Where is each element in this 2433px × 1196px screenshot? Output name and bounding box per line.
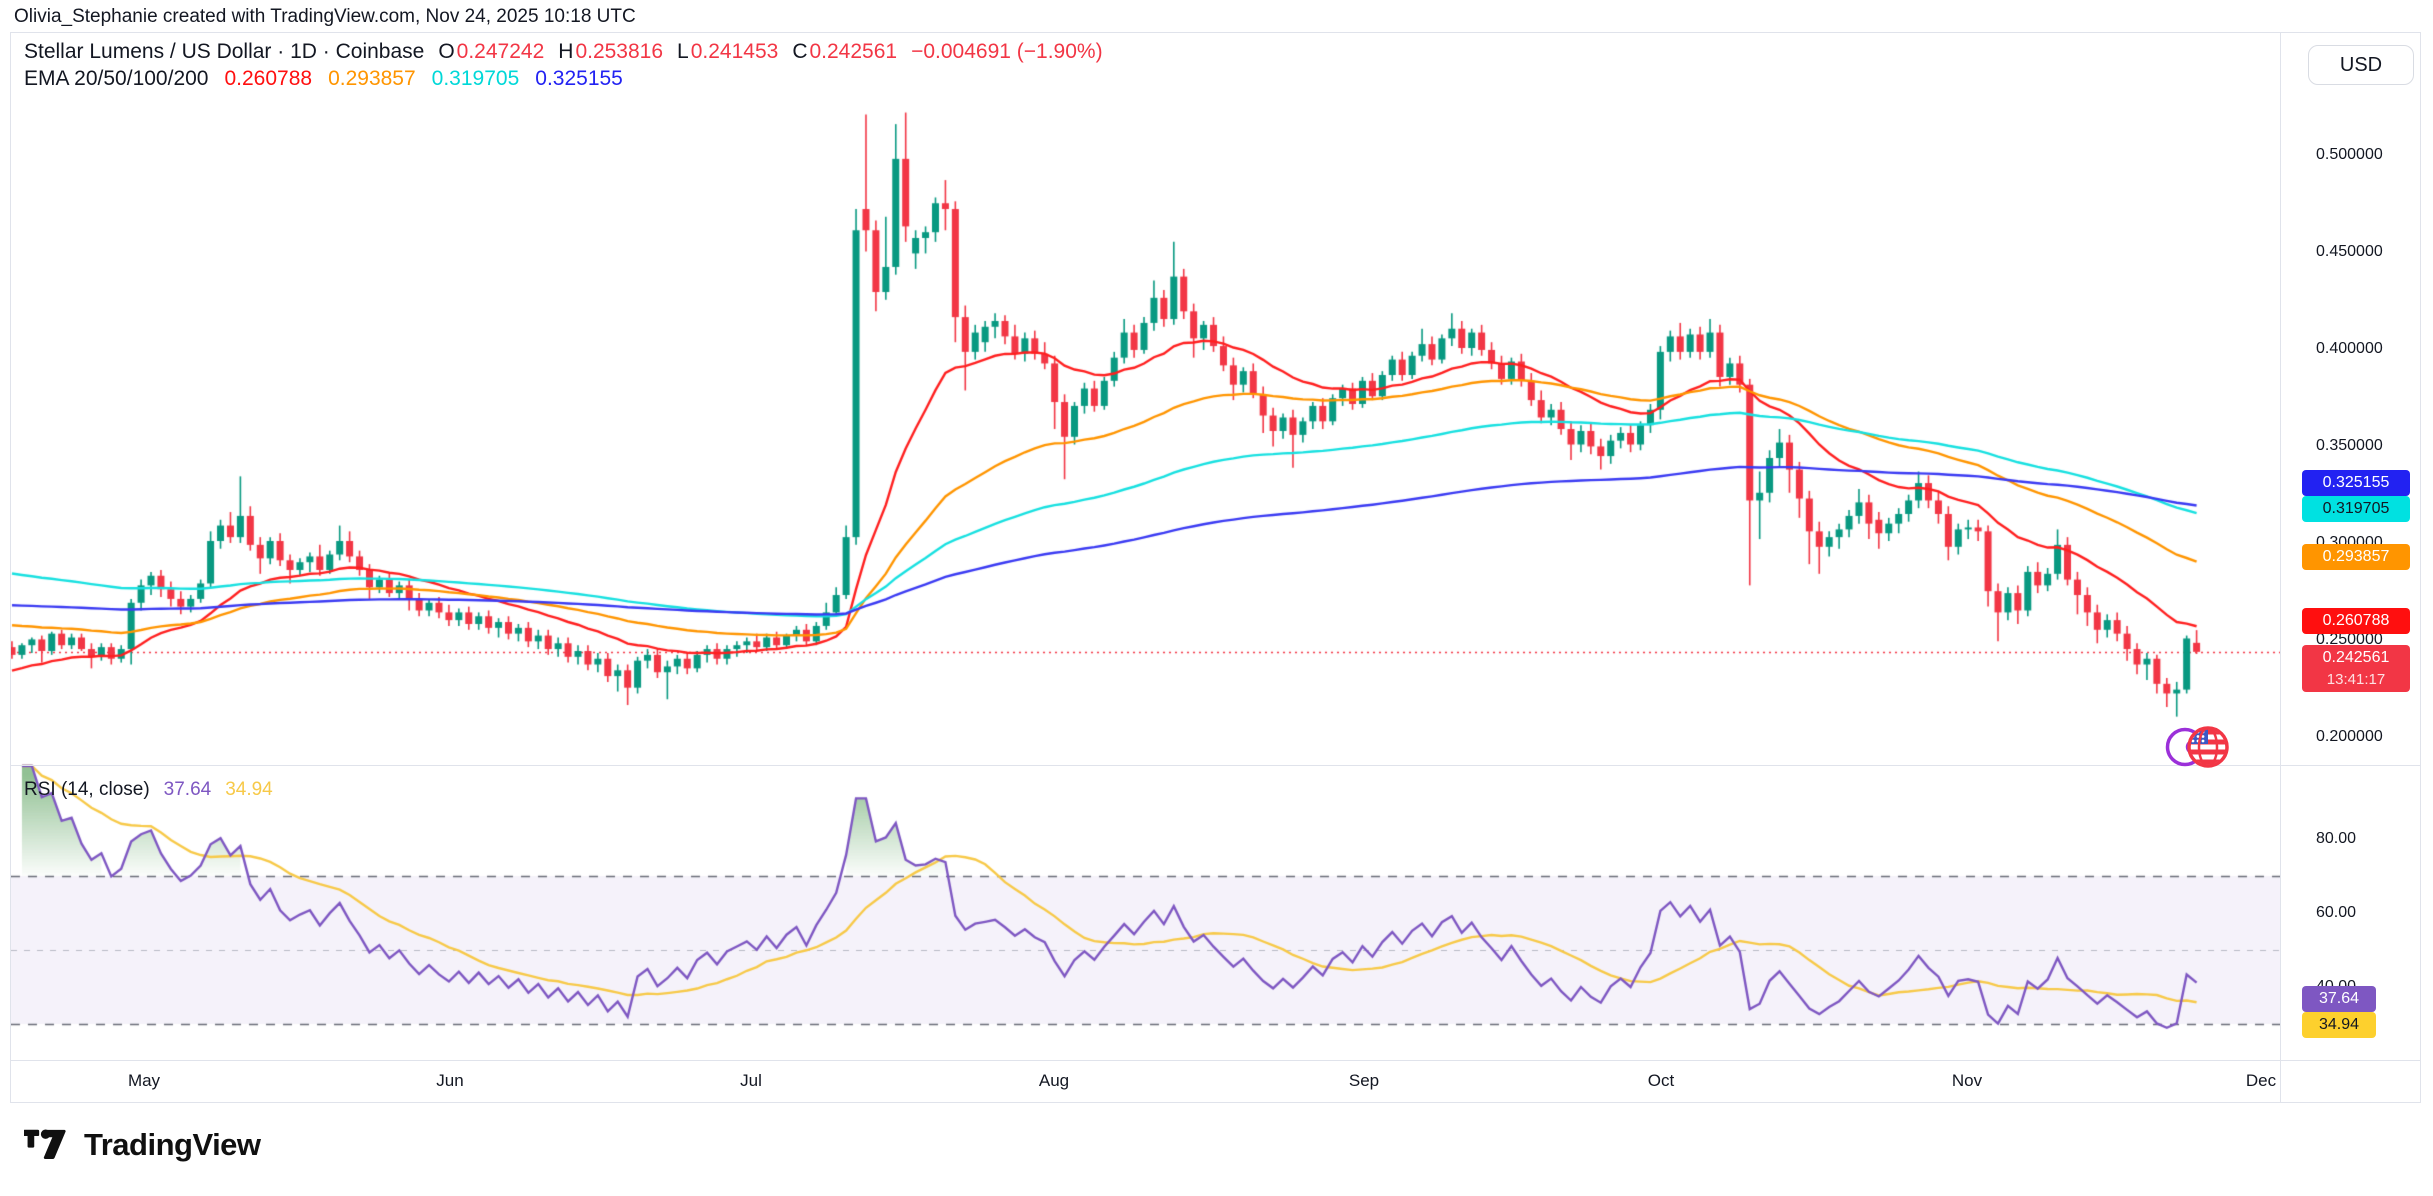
ema-legend-value: 0.319705 xyxy=(431,67,520,90)
rsi-title: RSI (14, close) xyxy=(24,779,150,800)
pane-divider-main-rsi[interactable] xyxy=(10,765,2421,766)
time-axis-month-label: Dec xyxy=(2245,1071,2277,1090)
ema-price-badge: 0.325155 xyxy=(2302,470,2410,496)
ema-legend-label: EMA 20/50/100/200 xyxy=(24,67,209,90)
last-price-value: 0.242561 xyxy=(2322,648,2390,666)
time-axis-month-label: Jul xyxy=(740,1071,762,1090)
ema-legend-value: 0.260788 xyxy=(224,67,313,90)
time-axis-month-label: Oct xyxy=(1647,1071,1675,1090)
ema-price-badge: 0.293857 xyxy=(2302,544,2410,570)
change-value: −0.004691 (−1.90%) xyxy=(911,40,1103,63)
symbol-title: Stellar Lumens / US Dollar · 1D · Coinba… xyxy=(24,40,425,63)
ema-price-badge: 0.319705 xyxy=(2302,496,2410,522)
last-price-badge: 0.242561 13:41:17 xyxy=(2302,645,2410,692)
ema-legend[interactable]: EMA 20/50/100/200 0.260788 0.293857 0.3197… xyxy=(24,67,623,91)
tradingview-logo[interactable]: TradingView xyxy=(24,1124,261,1166)
ema-price-badge: 0.260788 xyxy=(2302,608,2410,634)
high-value: H 0.253816 xyxy=(558,40,664,63)
close-value: C 0.242561 xyxy=(792,40,898,63)
rsi-value-badge: 37.64 xyxy=(2302,986,2376,1012)
open-value: O 0.247242 xyxy=(438,40,545,63)
time-axis-month-label: Aug xyxy=(1038,1071,1070,1090)
price-axis-separator xyxy=(2280,32,2281,1103)
price-axis-label: 0.400000 xyxy=(2316,340,2383,357)
rsi-value-badge: 34.94 xyxy=(2302,1012,2376,1038)
price-axis-label: 0.500000 xyxy=(2316,146,2383,163)
price-axis-label: 0.450000 xyxy=(2316,243,2383,260)
rsi-legend[interactable]: RSI (14, close) 37.64 34.94 xyxy=(24,779,273,801)
ema-legend-values: 0.260788 0.293857 0.319705 0.325155 xyxy=(224,67,622,91)
bar-countdown: 13:41:17 xyxy=(2326,670,2386,688)
currency-toggle-button[interactable]: USD xyxy=(2308,45,2414,85)
rsi-axis-label: 80.00 xyxy=(2316,830,2357,847)
us-flag-icon xyxy=(2187,726,2229,768)
low-value: L 0.241453 xyxy=(677,40,779,63)
time-axis-month-label: Nov xyxy=(1951,1071,1983,1090)
attribution-text: Olivia_Stephanie created with TradingVie… xyxy=(14,6,636,27)
price-axis-label: 0.200000 xyxy=(2316,728,2383,745)
time-axis-month-label: Jun xyxy=(436,1071,464,1090)
ema-legend-value: 0.325155 xyxy=(535,67,623,90)
chart-canvas[interactable] xyxy=(11,33,2280,1059)
tradingview-logo-icon xyxy=(24,1129,66,1159)
pane-divider-rsi-timeaxis xyxy=(10,1060,2421,1061)
rsi-ma-value: 34.94 xyxy=(225,779,273,800)
symbol-legend[interactable]: Stellar Lumens / US Dollar · 1D · Coinba… xyxy=(24,40,1103,64)
rsi-axis-label: 60.00 xyxy=(2316,904,2357,921)
ema-legend-value: 0.293857 xyxy=(328,67,416,90)
price-axis-label: 0.350000 xyxy=(2316,437,2383,454)
time-axis-month-label: Sep xyxy=(1348,1071,1380,1090)
rsi-value: 37.64 xyxy=(163,779,212,800)
time-axis-month-label: May xyxy=(127,1071,161,1090)
currency-pair-flags-icon xyxy=(2165,726,2229,768)
tradingview-logo-text: TradingView xyxy=(84,1127,261,1162)
price-axis-label: 0.250000 xyxy=(2316,631,2383,648)
